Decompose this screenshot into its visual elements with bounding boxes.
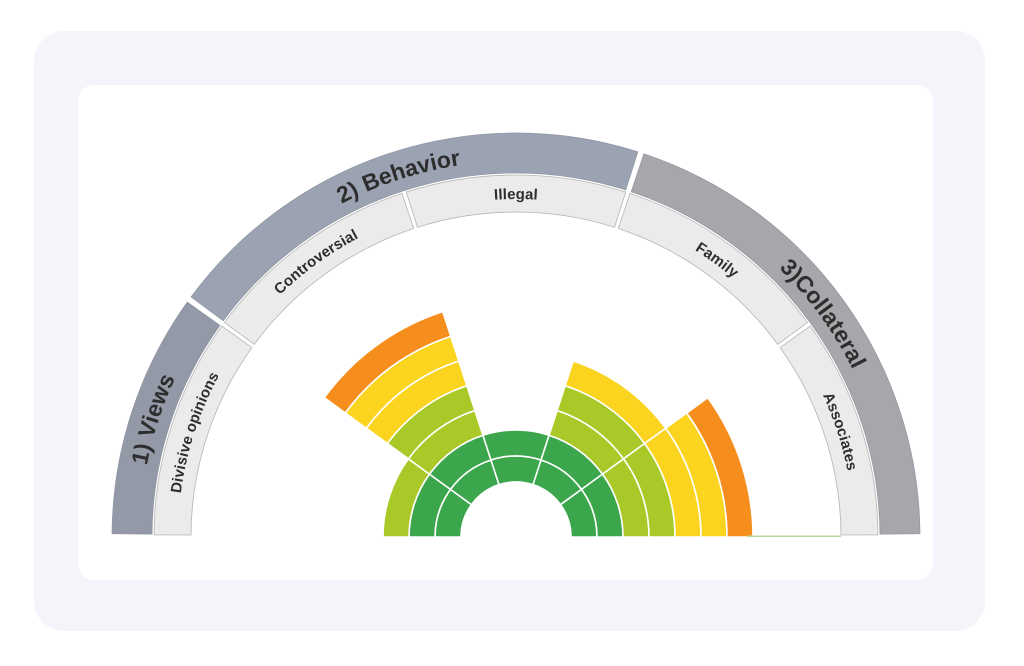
group-band-1-views [111,301,221,535]
sector-band-illegal [405,174,627,228]
rose-ring-illegal-level-1 [490,455,542,486]
rose-ring-associates-level-7 [685,396,754,538]
sector-band-controversial [223,192,415,345]
rose-sector-illegal [482,429,550,486]
outer-panel: Divisive opinions Controversial Illegal Fam… [34,31,985,631]
rose-sector-controversial [323,310,500,506]
risk-gauge-chart: Divisive opinionsControversialIllegalFam… [111,132,921,538]
rose-ring-controversial-level-7 [323,310,452,414]
group-band-3-collateral [630,153,921,535]
group-band-2-behavior [190,132,639,322]
chart-card: Divisive opinions Controversial Illegal Fam… [78,85,933,580]
sector-band-divisive-opinions [153,325,253,536]
sector-band-associates [779,325,879,536]
rose-sector-associates [559,396,754,538]
sector-label-illegal: Illegal [494,185,539,203]
rose-ring-illegal-level-2 [482,429,550,461]
sector-band-family [617,192,809,345]
